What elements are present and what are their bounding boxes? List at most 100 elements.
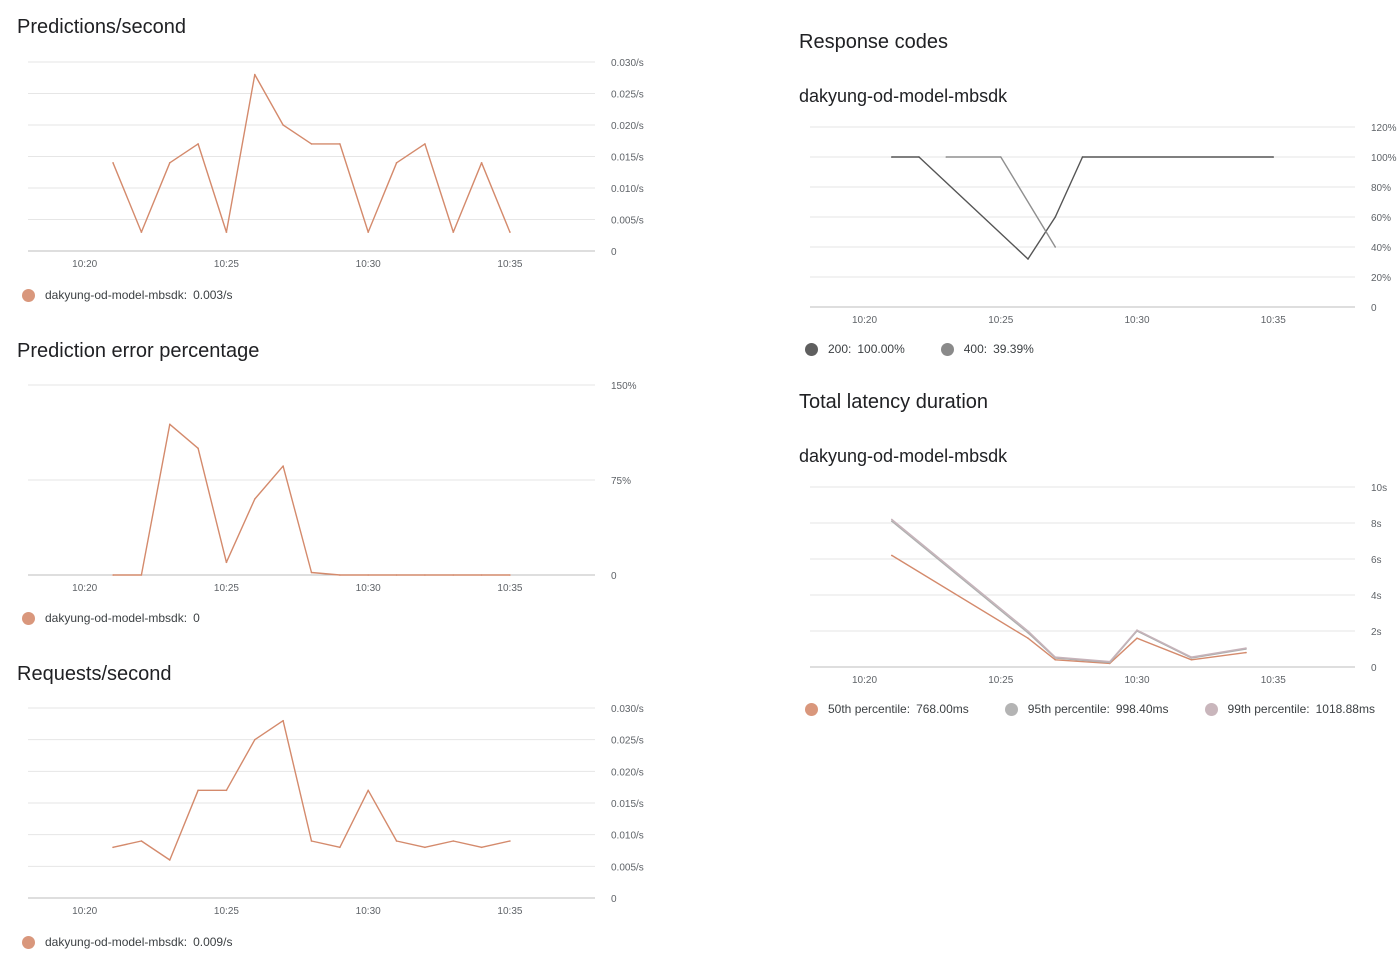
data-point	[480, 574, 483, 576]
x-tick-label: 10:30	[1124, 675, 1149, 686]
data-point	[339, 846, 341, 849]
y-tick-label: 0.010/s	[611, 184, 644, 195]
panel-title: Prediction error percentage	[17, 340, 260, 362]
y-tick-label: 0.015/s	[611, 799, 644, 810]
data-point	[168, 423, 171, 426]
data-point	[1054, 216, 1057, 218]
legend-label: dakyung-od-model-mbsdk:	[45, 288, 188, 302]
x-tick-label: 10:20	[72, 259, 97, 270]
x-tick-label: 10:30	[356, 583, 381, 594]
legend-label: 400:	[963, 342, 988, 356]
legend-item[interactable]: dakyung-od-model-mbsdk: 0	[22, 611, 200, 625]
data-point	[367, 231, 370, 233]
y-tick-label: 0.005/s	[611, 862, 644, 873]
data-point	[282, 465, 284, 467]
legend-item[interactable]: dakyung-od-model-mbsdk: 0.003/s	[22, 288, 232, 302]
y-tick-label: 100%	[1371, 153, 1397, 164]
data-point	[1190, 659, 1193, 661]
y-tick-label: 75%	[611, 476, 631, 487]
data-point	[999, 156, 1002, 158]
data-point	[1245, 651, 1247, 654]
response-codes-chart: 0 20% 40% 60% 80% 100% 120% 10:20 10:25 10:30 10:3…	[810, 123, 1397, 326]
x-tick-label: 10:35	[497, 583, 522, 594]
data-point	[310, 571, 313, 574]
x-tick-label: 10:35	[1261, 315, 1286, 326]
y-tick-label: 0.005/s	[611, 216, 644, 227]
legend: dakyung-od-model-mbsdk: 0.009/s	[22, 935, 232, 949]
panel-title: Predictions/second	[17, 16, 186, 38]
legend-item[interactable]: 400: 39.39%	[940, 342, 1034, 356]
data-point	[1054, 246, 1057, 248]
data-point	[112, 574, 114, 576]
y-tick-label: 2s	[1371, 627, 1382, 638]
data-point	[1136, 637, 1138, 639]
data-point	[1081, 156, 1084, 158]
data-point	[282, 719, 284, 722]
legend-item[interactable]: 50th percentile: 768.00ms	[805, 702, 969, 716]
data-point	[509, 231, 511, 233]
x-tick-label: 10:25	[214, 583, 239, 594]
legend-value: 39.39%	[993, 342, 1034, 356]
x-tick-label: 10:35	[497, 906, 522, 917]
x-tick-label: 10:25	[214, 906, 239, 917]
y-tick-label: 0.010/s	[611, 831, 644, 842]
data-point	[112, 162, 114, 164]
y-tick-label: 0	[1371, 303, 1377, 314]
x-tick-label: 10:35	[497, 259, 522, 270]
legend: 50th percentile: 768.00ms 95th percentile:…	[805, 702, 1375, 716]
x-tick-label: 10:30	[1124, 315, 1149, 326]
predictions-chart: 0 0.005/s 0.010/s 0.015/s 0.020/s 0.025/s 0.03…	[28, 58, 644, 270]
y-tick-label: 0	[1371, 663, 1377, 674]
legend-label: 200:	[828, 342, 852, 356]
data-point	[254, 498, 256, 500]
y-tick-label: 0.020/s	[611, 121, 644, 132]
data-point	[254, 73, 256, 76]
data-point	[945, 156, 948, 158]
legend-item[interactable]: 200: 100.00%	[805, 342, 905, 356]
legend-value: 1018.88ms	[1315, 702, 1375, 716]
x-tick-label: 10:20	[852, 315, 877, 326]
y-tick-label: 10s	[1371, 483, 1387, 494]
legend-swatch-icon	[1204, 702, 1218, 716]
legend-swatch-icon	[805, 342, 818, 356]
series-line	[112, 720, 511, 861]
legend-swatch-icon	[22, 611, 35, 625]
data-point	[339, 143, 341, 145]
legend: dakyung-od-model-mbsdk: 0	[22, 611, 200, 625]
panel-subtitle: dakyung-od-model-mbsdk	[799, 446, 1008, 466]
data-point	[424, 143, 426, 145]
legend-swatch-icon	[22, 288, 35, 302]
y-tick-label: 40%	[1371, 243, 1391, 254]
data-point	[1136, 629, 1138, 631]
legend-value: 0	[193, 611, 200, 625]
data-point	[197, 143, 199, 145]
legend-swatch-icon	[1004, 702, 1018, 716]
series-line	[891, 554, 1247, 665]
data-point	[197, 789, 199, 792]
data-point	[282, 124, 284, 126]
data-point	[1027, 637, 1029, 639]
data-point	[367, 574, 370, 576]
y-tick-label: 0.030/s	[611, 704, 644, 715]
legend-item[interactable]: dakyung-od-model-mbsdk: 0.009/s	[22, 935, 232, 949]
legend-item[interactable]: 99th percentile: 1018.88ms	[1204, 702, 1375, 716]
x-tick-label: 10:30	[356, 906, 381, 917]
series-line	[891, 520, 1247, 664]
y-tick-label: 120%	[1371, 123, 1397, 134]
panel-title: Requests/second	[17, 663, 172, 685]
data-point	[197, 447, 199, 450]
legend-label: 50th percentile:	[828, 702, 911, 716]
y-tick-label: 4s	[1371, 591, 1382, 602]
series-line	[891, 518, 1247, 663]
requests-chart: 0 0.005/s 0.010/s 0.015/s 0.020/s 0.025/s 0.03…	[28, 704, 644, 917]
legend-swatch-icon	[22, 935, 35, 949]
y-tick-label: 0	[611, 894, 617, 905]
data-point	[1027, 258, 1029, 260]
data-point	[140, 231, 143, 233]
legend-swatch-icon	[940, 342, 954, 356]
y-tick-label: 0.015/s	[611, 153, 644, 164]
legend-item[interactable]: 95th percentile: 998.40ms	[1004, 702, 1169, 716]
data-point	[509, 574, 511, 576]
data-point	[452, 231, 455, 233]
y-tick-label: 60%	[1371, 213, 1391, 224]
